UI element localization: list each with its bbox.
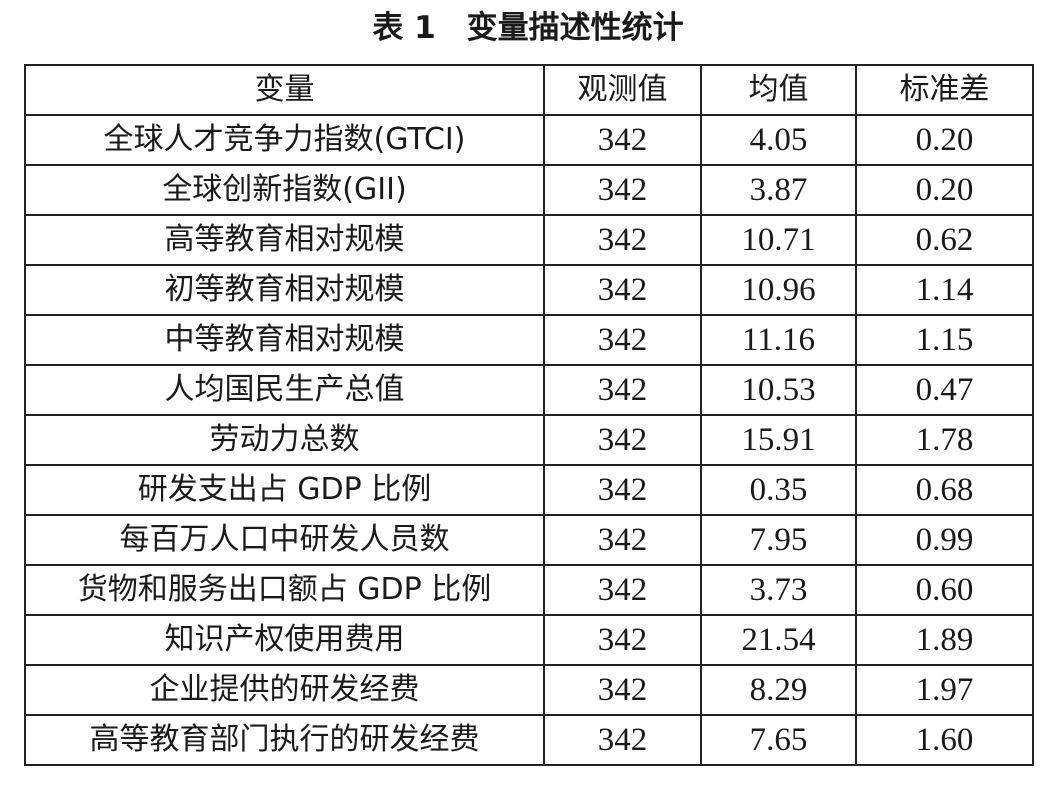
cell-observations: 342 <box>543 614 702 666</box>
cell-std-dev: 1.14 <box>855 264 1034 316</box>
cell-observations: 342 <box>543 414 702 466</box>
cell-std-dev: 1.15 <box>855 314 1034 366</box>
table-row: 研发支出占 GDP 比例 342 0.35 0.68 <box>24 464 1034 516</box>
cell-variable: 中等教育相对规模 <box>24 314 545 366</box>
table-row: 中等教育相对规模 342 11.16 1.15 <box>24 314 1034 366</box>
cell-mean: 7.65 <box>700 714 857 766</box>
cell-observations: 342 <box>543 464 702 516</box>
table-row: 人均国民生产总值 342 10.53 0.47 <box>24 364 1034 416</box>
cell-observations: 342 <box>543 164 702 216</box>
table-row: 每百万人口中研发人员数 342 7.95 0.99 <box>24 514 1034 566</box>
cell-variable: 每百万人口中研发人员数 <box>24 514 545 566</box>
cell-variable: 货物和服务出口额占 GDP 比例 <box>24 564 545 616</box>
cell-std-dev: 0.99 <box>855 514 1034 566</box>
cell-mean: 3.87 <box>700 164 857 216</box>
cell-variable: 高等教育部门执行的研发经费 <box>24 714 545 766</box>
table-row: 全球创新指数(GII) 342 3.87 0.20 <box>24 164 1034 216</box>
cell-mean: 8.29 <box>700 664 857 716</box>
cell-mean: 15.91 <box>700 414 857 466</box>
cell-variable: 研发支出占 GDP 比例 <box>24 464 545 516</box>
table-caption: 表 1 变量描述性统计 <box>372 10 684 46</box>
cell-observations: 342 <box>543 264 702 316</box>
cell-mean: 4.05 <box>700 114 857 166</box>
cell-variable: 初等教育相对规模 <box>24 264 545 316</box>
descriptive-statistics-table: 变量 观测值 均值 标准差 全球人才竞争力指数(GTCI) 342 4.05 0… <box>24 64 1034 766</box>
cell-std-dev: 0.62 <box>855 214 1034 266</box>
table-row: 货物和服务出口额占 GDP 比例 342 3.73 0.60 <box>24 564 1034 616</box>
cell-variable: 知识产权使用费用 <box>24 614 545 666</box>
cell-mean: 21.54 <box>700 614 857 666</box>
cell-variable: 高等教育相对规模 <box>24 214 545 266</box>
cell-mean: 10.71 <box>700 214 857 266</box>
cell-std-dev: 1.60 <box>855 714 1034 766</box>
table-header-row: 变量 观测值 均值 标准差 <box>24 64 1034 116</box>
cell-std-dev: 1.97 <box>855 664 1034 716</box>
cell-mean: 11.16 <box>700 314 857 366</box>
header-mean: 均值 <box>700 64 857 116</box>
cell-mean: 7.95 <box>700 514 857 566</box>
cell-observations: 342 <box>543 114 702 166</box>
cell-mean: 10.53 <box>700 364 857 416</box>
cell-variable: 全球人才竞争力指数(GTCI) <box>24 114 545 166</box>
table-row: 企业提供的研发经费 342 8.29 1.97 <box>24 664 1034 716</box>
table-row: 劳动力总数 342 15.91 1.78 <box>24 414 1034 466</box>
cell-std-dev: 1.89 <box>855 614 1034 666</box>
table-row: 高等教育相对规模 342 10.71 0.62 <box>24 214 1034 266</box>
cell-variable: 人均国民生产总值 <box>24 364 545 416</box>
cell-observations: 342 <box>543 664 702 716</box>
cell-std-dev: 0.68 <box>855 464 1034 516</box>
cell-mean: 10.96 <box>700 264 857 316</box>
table-row: 知识产权使用费用 342 21.54 1.89 <box>24 614 1034 666</box>
table-row: 全球人才竞争力指数(GTCI) 342 4.05 0.20 <box>24 114 1034 166</box>
cell-observations: 342 <box>543 314 702 366</box>
cell-std-dev: 0.47 <box>855 364 1034 416</box>
cell-observations: 342 <box>543 214 702 266</box>
cell-variable: 全球创新指数(GII) <box>24 164 545 216</box>
header-observations: 观测值 <box>543 64 702 116</box>
table-row: 初等教育相对规模 342 10.96 1.14 <box>24 264 1034 316</box>
cell-observations: 342 <box>543 564 702 616</box>
table-row: 高等教育部门执行的研发经费 342 7.65 1.60 <box>24 714 1034 766</box>
header-variable: 变量 <box>24 64 545 116</box>
header-std-dev: 标准差 <box>855 64 1034 116</box>
cell-variable: 劳动力总数 <box>24 414 545 466</box>
cell-std-dev: 0.60 <box>855 564 1034 616</box>
cell-std-dev: 0.20 <box>855 114 1034 166</box>
cell-std-dev: 1.78 <box>855 414 1034 466</box>
cell-variable: 企业提供的研发经费 <box>24 664 545 716</box>
cell-observations: 342 <box>543 364 702 416</box>
cell-mean: 3.73 <box>700 564 857 616</box>
cell-observations: 342 <box>543 514 702 566</box>
cell-mean: 0.35 <box>700 464 857 516</box>
cell-observations: 342 <box>543 714 702 766</box>
cell-std-dev: 0.20 <box>855 164 1034 216</box>
